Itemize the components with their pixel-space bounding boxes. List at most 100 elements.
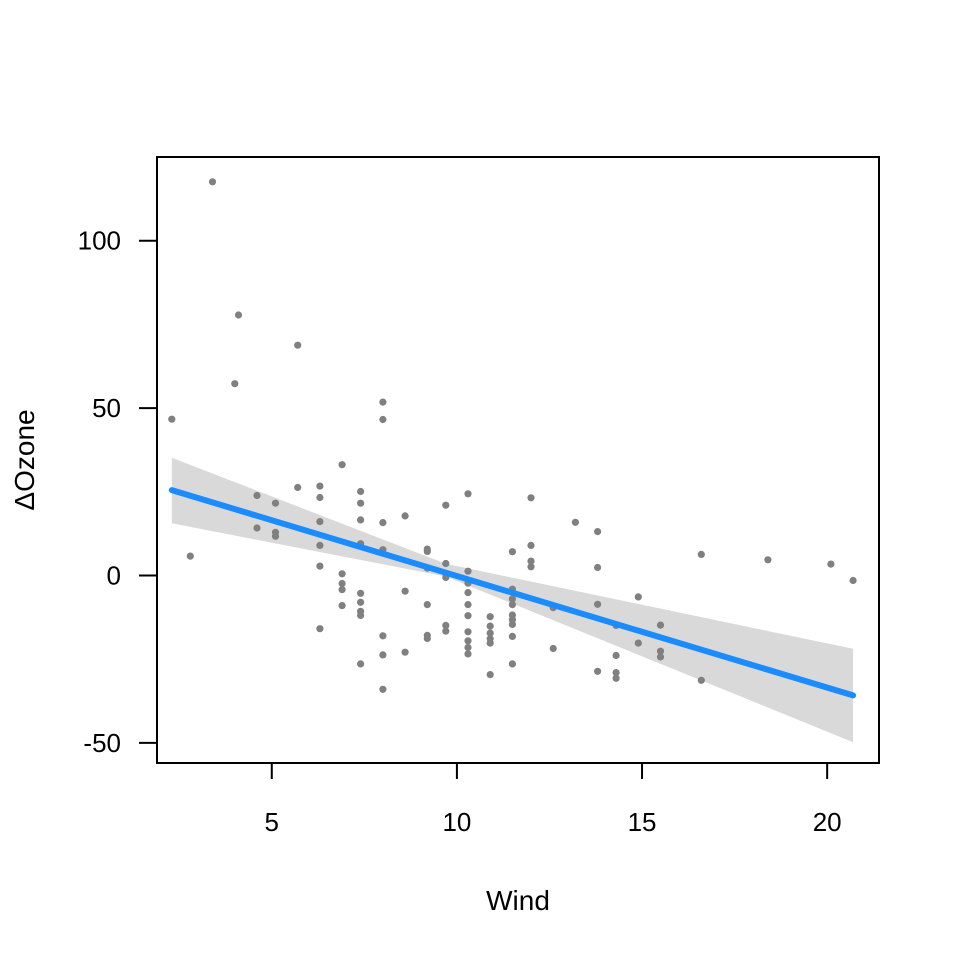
data-point <box>401 648 409 656</box>
data-point <box>656 647 665 655</box>
data-point <box>464 628 472 636</box>
data-point <box>464 567 472 575</box>
data-point <box>464 589 472 597</box>
data-point <box>656 621 665 629</box>
x-tick-label: 15 <box>628 807 657 837</box>
data-point <box>338 602 346 610</box>
data-point <box>464 643 472 652</box>
data-point <box>401 512 409 520</box>
data-point <box>316 518 324 526</box>
data-point <box>464 637 472 645</box>
data-point <box>357 611 365 620</box>
data-point <box>827 560 835 568</box>
y-tick-label: 100 <box>78 226 121 256</box>
data-point <box>316 625 324 633</box>
y-axis-title: ΔOzone <box>9 409 40 510</box>
data-point <box>594 528 602 536</box>
x-axis: 5 10 15 20 <box>265 762 842 837</box>
data-point <box>316 482 324 490</box>
y-axis: -50 0 50 100 <box>78 226 158 758</box>
data-point <box>357 516 365 524</box>
data-point <box>508 548 516 556</box>
data-point <box>442 559 450 568</box>
data-point <box>357 660 365 668</box>
data-point <box>486 629 494 637</box>
data-point <box>508 660 516 668</box>
data-point <box>338 570 346 578</box>
data-point <box>442 501 450 509</box>
data-point <box>316 493 324 502</box>
data-point <box>379 519 387 527</box>
data-point <box>442 621 450 630</box>
data-point <box>357 499 365 507</box>
data-points-layer <box>168 178 857 693</box>
data-point <box>656 653 665 661</box>
data-point <box>338 579 346 588</box>
data-point <box>316 541 324 550</box>
data-point <box>527 494 535 502</box>
data-point <box>271 532 280 540</box>
data-point <box>612 651 620 660</box>
data-point <box>527 557 535 565</box>
fit-line-layer <box>168 487 857 699</box>
data-point <box>316 562 324 570</box>
data-point <box>379 651 387 659</box>
data-point <box>594 600 602 608</box>
x-tick-label: 5 <box>265 807 279 837</box>
data-point <box>379 415 387 424</box>
y-tick-label: 0 <box>107 561 121 591</box>
data-point <box>697 676 705 684</box>
x-axis-title: Wind <box>486 885 550 916</box>
data-point <box>464 650 472 658</box>
data-point <box>527 563 535 571</box>
data-point <box>634 593 642 601</box>
data-point <box>234 311 243 319</box>
data-point <box>594 667 602 675</box>
data-point <box>508 601 516 609</box>
data-point <box>253 524 261 532</box>
data-point <box>764 556 772 564</box>
data-point <box>423 601 431 609</box>
data-point <box>508 595 516 603</box>
data-point <box>486 613 494 621</box>
data-point <box>168 415 176 423</box>
data-point <box>464 490 472 498</box>
data-point <box>338 461 346 469</box>
data-point <box>423 547 431 556</box>
data-point <box>357 589 365 597</box>
data-point <box>357 487 365 496</box>
data-point <box>612 669 620 677</box>
data-point <box>508 632 516 641</box>
data-point <box>253 491 261 500</box>
data-point <box>357 598 365 606</box>
data-point <box>527 541 535 550</box>
data-point <box>379 632 387 640</box>
data-point <box>338 586 346 594</box>
y-tick-label: -50 <box>83 728 121 758</box>
data-point <box>697 550 705 559</box>
data-point <box>379 685 387 693</box>
data-point <box>442 627 450 635</box>
data-point <box>423 634 431 643</box>
data-point <box>612 674 620 682</box>
data-point <box>464 612 472 620</box>
data-point <box>294 483 302 492</box>
data-point <box>379 398 387 406</box>
x-tick-label: 10 <box>442 807 471 837</box>
fit-line <box>168 487 857 699</box>
data-point <box>571 518 580 526</box>
data-point <box>186 552 194 560</box>
data-point <box>464 601 472 609</box>
y-tick-label: 50 <box>92 393 121 423</box>
data-point <box>271 499 280 507</box>
data-point <box>486 622 494 630</box>
data-point <box>594 563 602 572</box>
data-point <box>208 178 217 186</box>
data-point <box>401 587 409 595</box>
data-point <box>486 639 494 647</box>
data-point <box>486 671 494 679</box>
data-point <box>294 341 302 349</box>
data-point <box>231 380 239 388</box>
x-tick-label: 20 <box>813 807 842 837</box>
